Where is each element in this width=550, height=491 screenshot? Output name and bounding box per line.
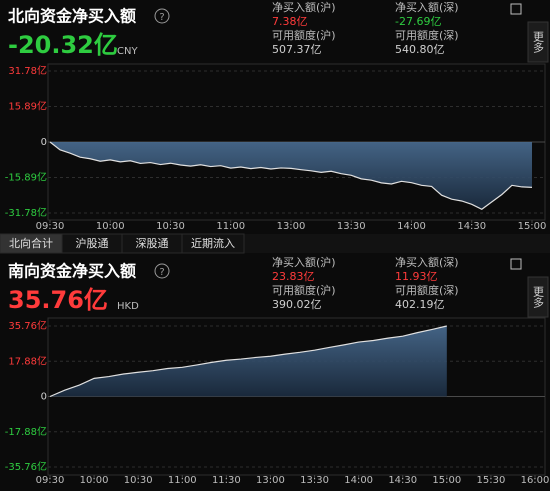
panel-title: 南向资金净买入额 [8, 262, 136, 281]
panel-title: 北向资金净买入额 [8, 7, 136, 26]
more-label[interactable]: 更多 [532, 31, 545, 54]
area [50, 142, 532, 210]
y-tick-label: -15.89亿 [5, 171, 47, 184]
stat-label: 可用额度(沪) [272, 28, 336, 42]
help-icon[interactable] [154, 8, 170, 24]
stat-label: 净买入额(沪) [272, 0, 336, 14]
currency: HKD [117, 301, 139, 312]
more-button[interactable] [527, 276, 549, 318]
line [49, 325, 447, 398]
tab-label[interactable]: 北向合计 [9, 236, 53, 250]
y-tick-label: -17.88亿 [5, 425, 47, 438]
area [50, 326, 447, 397]
x-tick-label: 13:00 [256, 475, 285, 486]
y-tick-label: -35.76亿 [5, 460, 47, 473]
stat-value: 540.80亿 [395, 43, 445, 56]
x-tick-label: 15:00 [432, 475, 461, 486]
y-tick-label: -31.78亿 [5, 206, 47, 219]
x-tick-label: 13:30 [337, 221, 366, 232]
stat-label: 净买入额(沪) [272, 255, 336, 269]
x-tick-label: 14:00 [344, 475, 373, 486]
x-tick-label: 16:00 [521, 475, 550, 486]
stat-value: 507.37亿 [272, 43, 322, 56]
x-tick-label: 10:30 [156, 221, 185, 232]
x-tick-label: 11:00 [168, 475, 197, 486]
help-icon-mark: ? [159, 12, 164, 23]
y-tick-label: 31.78亿 [8, 64, 47, 77]
help-icon-mark: ? [159, 267, 164, 278]
stat-value: 7.38亿 [272, 15, 308, 28]
x-tick-label: 09:30 [36, 221, 65, 232]
y-tick-label: 35.76亿 [8, 319, 47, 332]
tab-label[interactable]: 近期流入 [191, 236, 235, 250]
x-tick-label: 15:30 [476, 475, 505, 486]
x-tick-label: 11:00 [216, 221, 245, 232]
help-icon[interactable] [154, 263, 170, 279]
stat-label: 可用额度(沪) [272, 283, 336, 297]
stat-label: 可用额度(深) [395, 28, 459, 42]
more-label[interactable]: 更多 [532, 286, 545, 309]
tab-label[interactable]: 沪股通 [76, 236, 109, 250]
x-tick-label: 14:30 [457, 221, 486, 232]
stat-value: 11.93亿 [395, 270, 438, 283]
big-value: 35.76亿 [8, 286, 108, 314]
x-tick-label: 09:30 [36, 475, 65, 486]
line [49, 141, 533, 210]
x-tick-label: 14:30 [388, 475, 417, 486]
x-tick-label: 14:00 [397, 221, 426, 232]
stat-value: -27.69亿 [395, 15, 441, 28]
expand-icon[interactable] [510, 258, 522, 270]
x-tick-label: 11:30 [212, 475, 241, 486]
stat-label: 净买入额(深) [395, 255, 459, 269]
x-tick-label: 13:00 [277, 221, 306, 232]
y-tick-label: 0 [41, 137, 47, 148]
x-tick-label: 10:30 [124, 475, 153, 486]
y-tick-label: 17.88亿 [8, 354, 47, 367]
tab[interactable] [181, 233, 245, 254]
x-tick-label: 10:00 [80, 475, 109, 486]
big-value: -20.32亿 [8, 31, 118, 59]
more-button[interactable] [527, 21, 549, 63]
stat-label: 可用额度(深) [395, 283, 459, 297]
y-tick-label: 15.89亿 [8, 100, 47, 113]
y-tick-label: 0 [41, 392, 47, 403]
x-tick-label: 13:30 [300, 475, 329, 486]
stat-label: 净买入额(深) [395, 0, 459, 14]
expand-icon[interactable] [510, 3, 522, 15]
stat-value: 390.02亿 [272, 298, 322, 311]
x-tick-label: 15:00 [518, 221, 547, 232]
stat-value: 402.19亿 [395, 298, 445, 311]
x-tick-label: 10:00 [96, 221, 125, 232]
currency: CNY [117, 46, 138, 57]
tab-label[interactable]: 深股通 [136, 237, 169, 250]
stat-value: 23.83亿 [272, 270, 315, 283]
